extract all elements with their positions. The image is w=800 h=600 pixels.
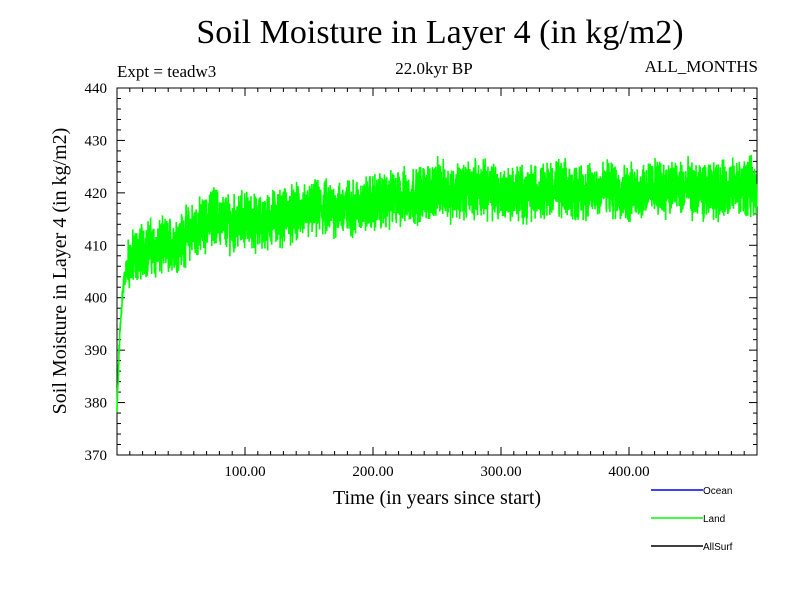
- x-tick-label: 100.00: [224, 464, 265, 480]
- y-tick-label: 380: [85, 396, 108, 412]
- y-axis-label: Soil Moisture in Layer 4 (in kg/m2): [49, 128, 71, 415]
- y-tick-label: 440: [85, 81, 108, 97]
- x-tick-label: 300.00: [480, 464, 521, 480]
- legend-label-ocean: Ocean: [703, 486, 732, 497]
- period-label: 22.0kyr BP: [395, 59, 473, 78]
- y-tick-label: 370: [85, 448, 108, 464]
- x-minor-ticks: [129, 88, 745, 455]
- series-layer: [116, 154, 758, 413]
- y-tick-label: 390: [85, 343, 108, 359]
- experiment-label: Expt = teadw3: [117, 62, 217, 81]
- x-axis-label: Time (in years since start): [333, 487, 541, 509]
- y-tick-label: 420: [85, 186, 108, 202]
- y-minor-ticks: [117, 97, 757, 446]
- chart-title: Soil Moisture in Layer 4 (in kg/m2): [196, 14, 684, 51]
- y-tick-label: 400: [85, 291, 108, 307]
- legend-label-allsurf: AllSurf: [703, 542, 733, 553]
- x-axis: 100.00 200.00 300.00 400.00: [224, 88, 650, 480]
- legend: Ocean Land AllSurf: [651, 486, 733, 553]
- legend-label-land: Land: [703, 514, 725, 525]
- y-tick-label: 430: [85, 133, 108, 149]
- plot-frame: [116, 87, 758, 456]
- x-tick-label: 200.00: [352, 464, 393, 480]
- y-axis: 370 380 390 400 410 420 430 440: [85, 81, 757, 464]
- y-tick-label: 410: [85, 238, 108, 254]
- series-line-land: [116, 154, 758, 413]
- x-tick-label: 400.00: [608, 464, 649, 480]
- months-label: ALL_MONTHS: [644, 57, 758, 76]
